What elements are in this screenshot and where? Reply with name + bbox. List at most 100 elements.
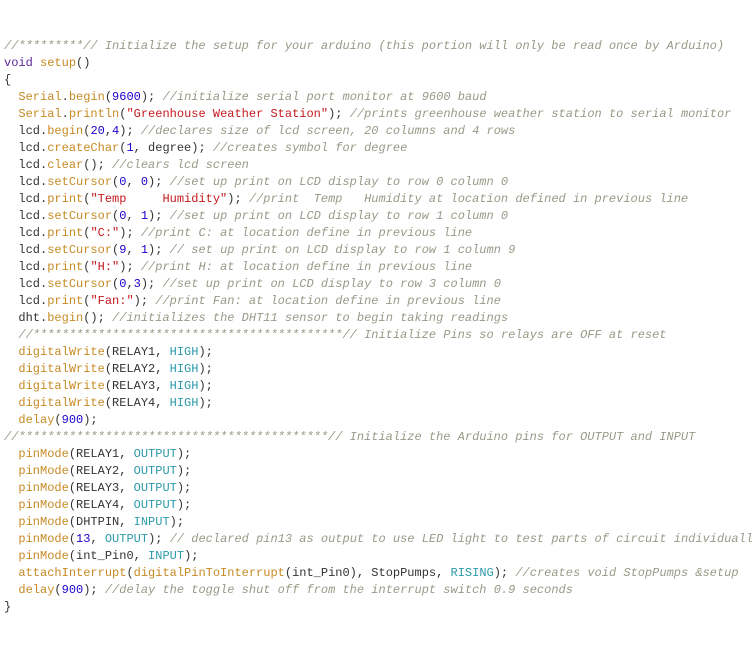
token-const: OUTPUT (105, 532, 148, 546)
token-default: ); (119, 226, 141, 240)
code-line: lcd.setCursor(0, 1); //set up print on L… (4, 208, 749, 225)
token-number: 1 (126, 141, 133, 155)
token-default: ); (177, 447, 191, 461)
token-default: ( (54, 413, 61, 427)
token-default: ); (328, 107, 350, 121)
token-default: ); (170, 515, 184, 529)
token-default: ); (134, 294, 156, 308)
token-number: 900 (62, 583, 84, 597)
token-string: "Fan:" (90, 294, 133, 308)
token-default: lcd. (4, 226, 47, 240)
token-func: attachInterrupt (18, 566, 126, 580)
token-default: ); (227, 192, 249, 206)
code-line: lcd.setCursor(0,3); //set up print on LC… (4, 276, 749, 293)
token-func: pinMode (18, 481, 68, 495)
token-func: print (47, 226, 83, 240)
token-comment: //set up print on LCD display to row 0 c… (170, 175, 508, 189)
token-default: ); (148, 209, 170, 223)
token-func: print (47, 294, 83, 308)
code-block: //*********// Initialize the setup for y… (4, 38, 749, 616)
token-default (4, 413, 18, 427)
token-number: 13 (76, 532, 90, 546)
token-func: setCursor (47, 243, 112, 257)
token-default: , degree); (134, 141, 213, 155)
token-default: . (62, 107, 69, 121)
code-line: lcd.print("H:"); //print H: at location … (4, 259, 749, 276)
token-number: 0 (141, 175, 148, 189)
token-default (33, 56, 40, 70)
code-line: Serial.begin(9600); //initialize serial … (4, 89, 749, 106)
token-default: ); (148, 175, 170, 189)
token-default: lcd. (4, 124, 47, 138)
token-default (4, 362, 18, 376)
token-func: pinMode (18, 447, 68, 461)
token-default (4, 107, 18, 121)
token-default: (int_Pin0), StopPumps, (285, 566, 451, 580)
code-line: delay(900); //delay the toggle shut off … (4, 582, 749, 599)
token-default: (int_Pin0, (69, 549, 148, 563)
token-default: ); (494, 566, 516, 580)
token-default: , (126, 209, 140, 223)
token-default: } (4, 600, 11, 614)
token-default (4, 379, 18, 393)
token-string: "H:" (90, 260, 119, 274)
token-func: Serial (18, 90, 61, 104)
token-const: RISING (451, 566, 494, 580)
token-comment: //clears lcd screen (112, 158, 249, 172)
token-default: ); (177, 464, 191, 478)
token-comment: // declared pin13 as output to use LED l… (170, 532, 753, 546)
token-func: clear (47, 158, 83, 172)
token-const: OUTPUT (134, 481, 177, 495)
code-line: pinMode(RELAY3, OUTPUT); (4, 480, 749, 497)
token-default: ( (69, 532, 76, 546)
token-string: "C:" (90, 226, 119, 240)
token-default: , (126, 243, 140, 257)
token-func: pinMode (18, 549, 68, 563)
code-line: lcd.print("C:"); //print C: at location … (4, 225, 749, 242)
code-line: lcd.print("Fan:"); //print Fan: at locat… (4, 293, 749, 310)
token-default: lcd. (4, 209, 47, 223)
token-default: ( (126, 566, 133, 580)
token-keyword: void (4, 56, 33, 70)
token-default: ); (198, 396, 212, 410)
token-default: (RELAY3, (105, 379, 170, 393)
token-const: HIGH (170, 379, 199, 393)
token-default (4, 498, 18, 512)
token-default: lcd. (4, 260, 47, 274)
token-comment: //initializes the DHT11 sensor to begin … (112, 311, 508, 325)
token-default: (RELAY1, (105, 345, 170, 359)
token-default: ( (105, 90, 112, 104)
token-default (4, 447, 18, 461)
token-func: digitalWrite (18, 379, 104, 393)
token-func: begin (47, 124, 83, 138)
token-func: print (47, 260, 83, 274)
token-default: lcd. (4, 141, 47, 155)
token-default: , (126, 175, 140, 189)
token-const: HIGH (170, 345, 199, 359)
token-comment: //*********// Initialize the setup for y… (4, 39, 724, 53)
token-number: 900 (62, 413, 84, 427)
token-comment: //declares size of lcd screen, 20 column… (141, 124, 515, 138)
token-func: pinMode (18, 532, 68, 546)
token-default (4, 532, 18, 546)
token-default: () (76, 56, 90, 70)
token-func: setCursor (47, 175, 112, 189)
token-default: ); (83, 583, 105, 597)
code-line: pinMode(int_Pin0, INPUT); (4, 548, 749, 565)
token-func: digitalPinToInterrupt (134, 566, 285, 580)
token-default (4, 345, 18, 359)
token-default: ); (184, 549, 198, 563)
token-default: ); (198, 345, 212, 359)
token-default: { (4, 73, 11, 87)
code-line: digitalWrite(RELAY2, HIGH); (4, 361, 749, 378)
token-comment: //print H: at location define in previou… (141, 260, 472, 274)
code-line: //**************************************… (4, 429, 749, 446)
code-line: delay(900); (4, 412, 749, 429)
token-comment: // set up print on LCD display to row 1 … (170, 243, 516, 257)
token-default (4, 566, 18, 580)
token-default: (RELAY2, (69, 464, 134, 478)
token-const: OUTPUT (134, 464, 177, 478)
token-default: ); (198, 379, 212, 393)
token-const: OUTPUT (134, 447, 177, 461)
code-line: } (4, 599, 749, 616)
